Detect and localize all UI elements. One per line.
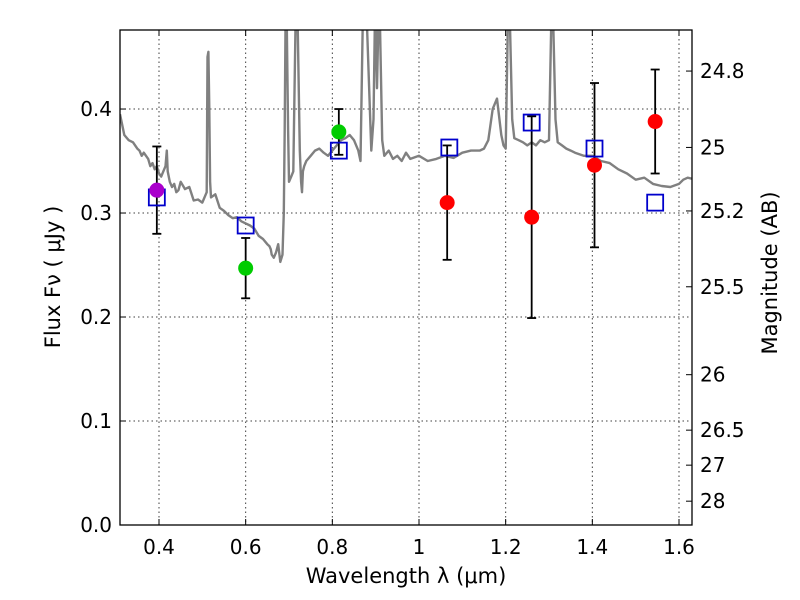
x-tick-label: 1.2 [490, 535, 522, 559]
x-tick-label: 1.6 [663, 535, 695, 559]
magnitude-tick-label: 25 [700, 135, 725, 159]
y-axis-label: Flux Fν ( μJy ) [41, 206, 65, 349]
y-tick-label: 0.1 [80, 409, 112, 433]
y-tick-label: 0.0 [80, 513, 112, 537]
x-tick-label: 1 [413, 535, 426, 559]
magnitude-tick-label: 26 [700, 363, 725, 387]
model-square-marker [585, 139, 604, 158]
y-tick-label: 0.2 [80, 305, 112, 329]
axis-ticks: 0.4 0.6 0.8 1 1.2 1.4 1.6 0.0 0.1 0.2 0.3 0.4 24.8 25… [80, 30, 745, 559]
model-square-marker [522, 113, 541, 132]
x-tick-label: 0.4 [143, 535, 175, 559]
model-square-marker [646, 193, 665, 212]
magnitude-tick-label: 25.5 [700, 275, 745, 299]
x-tick-label: 1.4 [576, 535, 608, 559]
x-tick-label: 0.8 [316, 535, 348, 559]
y-tick-label: 0.3 [80, 201, 112, 225]
magnitude-tick-label: 25.2 [700, 199, 745, 223]
magnitude-tick-label: 24.8 [700, 59, 745, 83]
observed-flux-point [439, 195, 455, 211]
model-square-marker [329, 141, 348, 160]
observed-flux-point [647, 114, 663, 130]
y-tick-label: 0.4 [80, 97, 112, 121]
observed-flux-point [149, 182, 165, 198]
model-square-marker [440, 138, 459, 157]
template-spectrum-line [120, 30, 692, 264]
observed-flux-point [331, 124, 347, 140]
magnitude-tick-label: 28 [700, 489, 725, 513]
grid-lines [120, 30, 692, 525]
magnitude-tick-label: 26.5 [700, 418, 745, 442]
magnitude-tick-label: 27 [700, 453, 725, 477]
model-square-marker [236, 216, 255, 235]
observed-flux-point [238, 260, 254, 276]
magnitude-axis-label: Magnitude (AB) [758, 191, 782, 354]
x-axis-label: Wavelength λ (μm) [306, 564, 507, 588]
x-tick-label: 0.6 [230, 535, 262, 559]
observed-flux-point [587, 157, 602, 173]
plot-data [120, 30, 692, 319]
observed-flux-point [524, 209, 540, 225]
plot-frame [119, 29, 693, 526]
